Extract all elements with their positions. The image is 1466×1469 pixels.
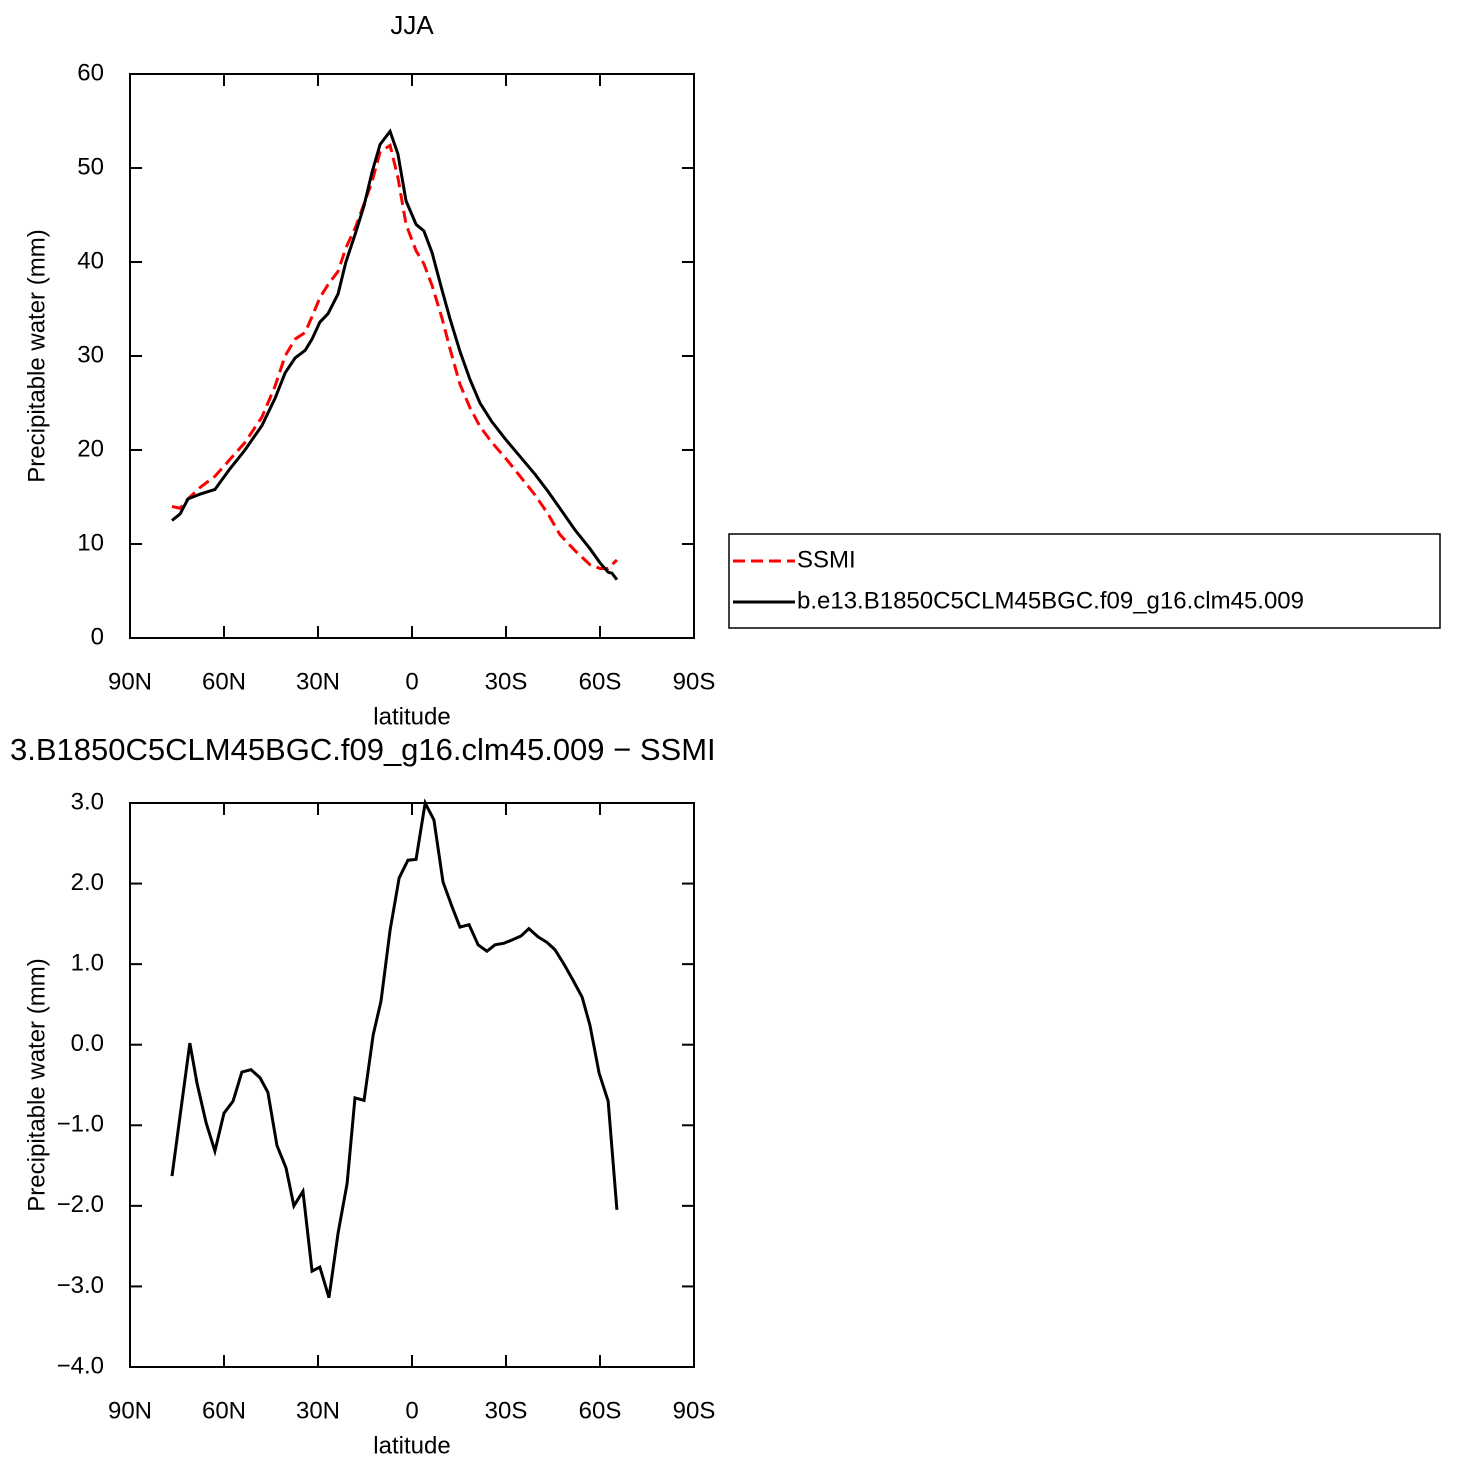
x-tick-label: 0 (405, 1397, 418, 1424)
y-tick-label: 20 (77, 435, 104, 462)
x-tick-label: 0 (405, 668, 418, 695)
x-tick-label: 60N (202, 668, 246, 695)
y-tick-label: 2.0 (71, 869, 104, 896)
y-tick-label: 1.0 (71, 949, 104, 976)
x-tick-label: 30N (296, 1397, 340, 1424)
chart-title: JJA (390, 10, 434, 40)
y-tick-label: 50 (77, 153, 104, 180)
x-tick-label: 90S (673, 1397, 716, 1424)
x-tick-label: 60S (579, 1397, 622, 1424)
y-tick-label: 30 (77, 341, 104, 368)
x-tick-label: 60N (202, 1397, 246, 1424)
chart-title: 3.B1850C5CLM45BGC.f09_g16.clm45.009 − SS… (10, 732, 716, 767)
plot-frame (129, 802, 695, 1368)
x-tick-label: 90N (108, 668, 152, 695)
legend-box (728, 533, 1441, 629)
y-tick-label: 10 (77, 529, 104, 556)
x-tick-label: 90S (673, 668, 716, 695)
legend-label: b.e13.B1850C5CLM45BGC.f09_g16.clm45.009 (797, 587, 1304, 614)
y-axis-label: Precipitable water (mm) (23, 229, 50, 482)
series-line (171, 128, 619, 581)
y-axis-label: Precipitable water (mm) (23, 958, 50, 1211)
plot-frame (129, 73, 695, 639)
legend-label: SSMI (797, 546, 856, 573)
y-tick-label: −4.0 (57, 1352, 104, 1379)
y-tick-label: −2.0 (57, 1191, 104, 1218)
x-tick-label: 60S (579, 668, 622, 695)
y-tick-label: 60 (77, 59, 104, 86)
y-tick-label: −3.0 (57, 1272, 104, 1299)
series-line (171, 143, 618, 570)
y-tick-label: 40 (77, 247, 104, 274)
y-tick-label: 3.0 (71, 788, 104, 815)
y-tick-label: −1.0 (57, 1111, 104, 1138)
x-tick-label: 30N (296, 668, 340, 695)
x-tick-label: 90N (108, 1397, 152, 1424)
x-axis-label: latitude (373, 703, 450, 730)
x-tick-label: 30S (485, 668, 528, 695)
y-axis-label-clip: Precipitable water (mm) (23, 958, 50, 1211)
x-axis-label: latitude (373, 1432, 450, 1459)
y-tick-label: 0.0 (71, 1030, 104, 1057)
x-tick-label: 30S (485, 1397, 528, 1424)
series-line (170, 798, 619, 1299)
y-tick-label: 0 (91, 623, 104, 650)
